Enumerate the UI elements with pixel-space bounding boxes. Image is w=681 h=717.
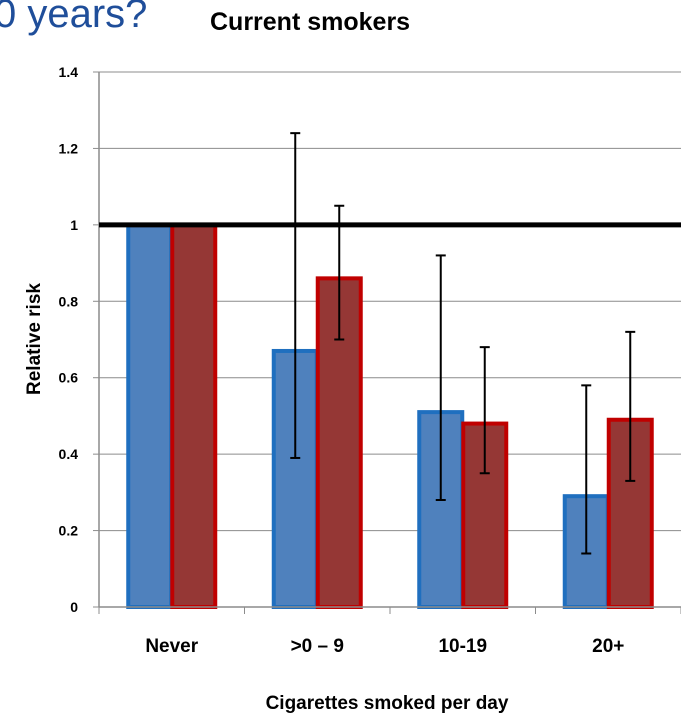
- y-axis-title: Relative risk: [24, 283, 45, 395]
- y-tick-label: 0.4: [59, 446, 79, 462]
- y-tick-label: 1.4: [59, 64, 79, 80]
- x-category-label: >0 – 9: [291, 636, 344, 657]
- x-category-label: 20+: [592, 636, 624, 657]
- y-tick-label: 0: [70, 599, 78, 615]
- y-tick-label: 1.2: [59, 140, 79, 156]
- y-tick-label: 0.6: [59, 370, 79, 386]
- x-category-label: Never: [145, 636, 198, 657]
- bars: [126, 222, 654, 610]
- error-bars: [290, 132, 636, 555]
- bar: [126, 222, 174, 609]
- x-axis-title: Cigarettes smoked per day: [266, 693, 509, 714]
- chart-title: Current smokers: [210, 8, 411, 36]
- axes: [93, 71, 681, 614]
- y-tick-label: 0.8: [59, 293, 79, 309]
- bar: [170, 222, 218, 609]
- axis-labels: 0 0.2 0.4 0.6 0.8 1 1.2 1.4 Never >0 – 9 10-19 20+: [59, 64, 625, 657]
- y-tick-label: 1: [70, 217, 78, 233]
- slide-heading: 0 years?: [0, 0, 148, 36]
- y-tick-label: 0.2: [59, 523, 79, 539]
- x-category-label: 10-19: [438, 636, 487, 657]
